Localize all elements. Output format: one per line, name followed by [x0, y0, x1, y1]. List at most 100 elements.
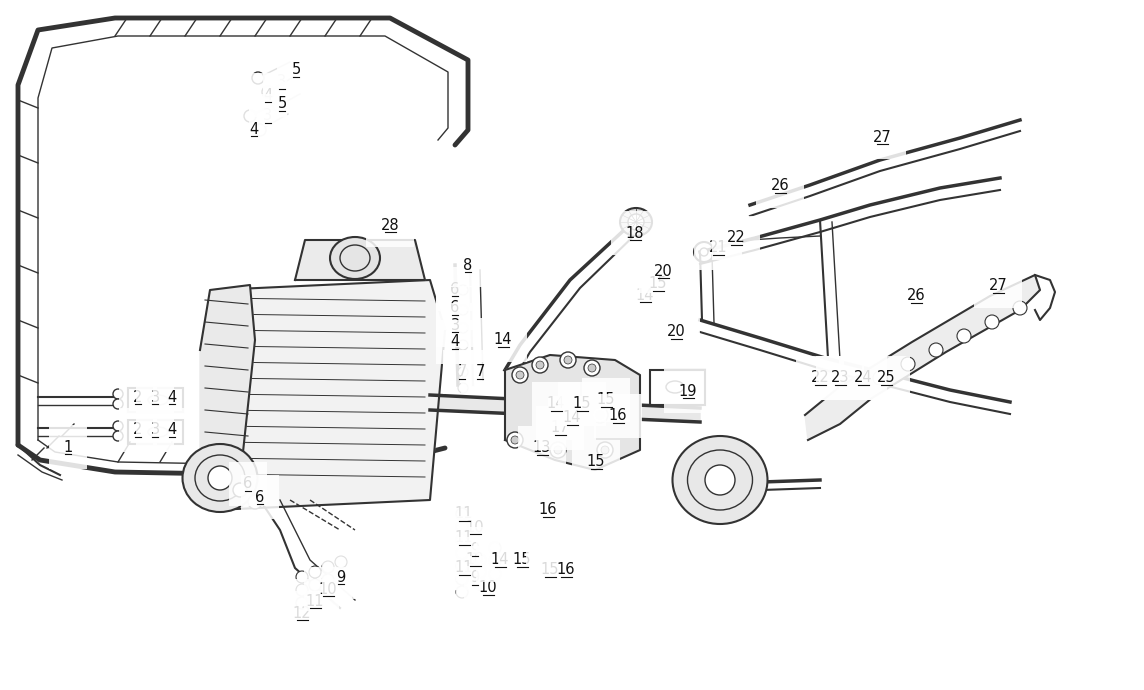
Text: 3: 3	[151, 422, 159, 437]
Circle shape	[985, 315, 999, 329]
Circle shape	[488, 542, 501, 554]
Text: 16: 16	[557, 562, 575, 578]
Text: 22: 22	[726, 230, 746, 246]
Text: 6: 6	[244, 477, 253, 491]
Text: 23: 23	[831, 371, 849, 386]
Text: 21: 21	[708, 241, 728, 255]
Text: 1: 1	[63, 440, 72, 455]
Circle shape	[554, 446, 562, 454]
Text: 22: 22	[811, 371, 829, 386]
Circle shape	[233, 483, 247, 497]
Text: 3: 3	[451, 317, 460, 333]
Circle shape	[309, 592, 321, 604]
Text: 3: 3	[151, 389, 159, 404]
Text: 11: 11	[305, 593, 324, 609]
Text: 20: 20	[667, 324, 685, 339]
Text: 2: 2	[134, 422, 143, 437]
Text: 7: 7	[475, 364, 485, 380]
Circle shape	[532, 357, 548, 373]
Circle shape	[456, 521, 468, 533]
Text: 14: 14	[636, 288, 654, 302]
Text: 11: 11	[455, 531, 474, 546]
Text: 20: 20	[653, 264, 673, 279]
Circle shape	[321, 574, 334, 586]
Circle shape	[958, 329, 971, 343]
Text: 6: 6	[451, 282, 460, 297]
Circle shape	[296, 597, 308, 609]
Circle shape	[458, 383, 468, 393]
Ellipse shape	[329, 237, 380, 279]
Circle shape	[456, 586, 468, 598]
Text: 4: 4	[451, 335, 460, 350]
Circle shape	[564, 356, 572, 364]
Text: 4: 4	[167, 422, 176, 437]
Circle shape	[550, 442, 566, 458]
Text: 10: 10	[466, 520, 484, 535]
Circle shape	[511, 436, 519, 444]
Polygon shape	[200, 280, 445, 510]
Text: 9: 9	[336, 569, 345, 584]
Text: 9: 9	[470, 542, 479, 557]
Text: 15: 15	[513, 553, 531, 567]
Circle shape	[458, 367, 468, 377]
Text: 15: 15	[597, 393, 615, 408]
Circle shape	[248, 495, 262, 509]
Text: 27: 27	[873, 130, 891, 144]
Circle shape	[456, 547, 468, 559]
Circle shape	[873, 371, 887, 385]
Text: 6: 6	[255, 489, 264, 504]
Text: 15: 15	[649, 277, 667, 291]
Circle shape	[208, 466, 232, 490]
Text: 5: 5	[292, 63, 301, 77]
Circle shape	[456, 534, 468, 546]
Polygon shape	[805, 275, 1040, 440]
Text: 4: 4	[249, 121, 259, 137]
Circle shape	[583, 360, 599, 376]
Text: 12: 12	[293, 606, 311, 620]
Circle shape	[561, 352, 575, 368]
Circle shape	[456, 573, 468, 585]
Text: 18: 18	[626, 226, 644, 241]
Bar	[128, 388, 183, 412]
Circle shape	[296, 571, 308, 583]
Circle shape	[537, 361, 545, 369]
Text: 2: 2	[134, 389, 143, 404]
Text: 14: 14	[494, 333, 513, 348]
Circle shape	[113, 421, 124, 431]
Circle shape	[262, 86, 275, 98]
Circle shape	[597, 442, 613, 458]
Text: 15: 15	[573, 397, 591, 411]
Text: 3: 3	[263, 108, 272, 124]
Text: 15: 15	[541, 562, 559, 578]
Circle shape	[458, 285, 468, 295]
Ellipse shape	[620, 208, 652, 236]
Circle shape	[488, 555, 501, 567]
Circle shape	[252, 72, 264, 84]
Text: 17: 17	[550, 420, 570, 435]
Text: 6: 6	[451, 301, 460, 315]
Circle shape	[296, 584, 308, 596]
Text: 11: 11	[455, 506, 474, 522]
Circle shape	[474, 566, 486, 578]
Circle shape	[113, 399, 124, 409]
Text: 15: 15	[587, 455, 605, 469]
Circle shape	[929, 343, 943, 357]
Text: 19: 19	[678, 384, 697, 399]
Text: 13: 13	[533, 440, 551, 455]
Circle shape	[458, 340, 468, 350]
Text: 4: 4	[263, 88, 272, 103]
Circle shape	[458, 323, 468, 333]
Circle shape	[601, 446, 609, 454]
Text: 25: 25	[876, 371, 896, 386]
Text: 10: 10	[319, 582, 337, 596]
Circle shape	[628, 214, 644, 230]
Circle shape	[309, 566, 321, 578]
Text: 26: 26	[771, 179, 789, 193]
Text: 14: 14	[491, 553, 509, 567]
Bar	[128, 420, 183, 444]
Circle shape	[113, 389, 124, 399]
Ellipse shape	[673, 436, 768, 524]
Circle shape	[588, 364, 596, 372]
Circle shape	[700, 248, 708, 256]
Polygon shape	[430, 395, 700, 422]
